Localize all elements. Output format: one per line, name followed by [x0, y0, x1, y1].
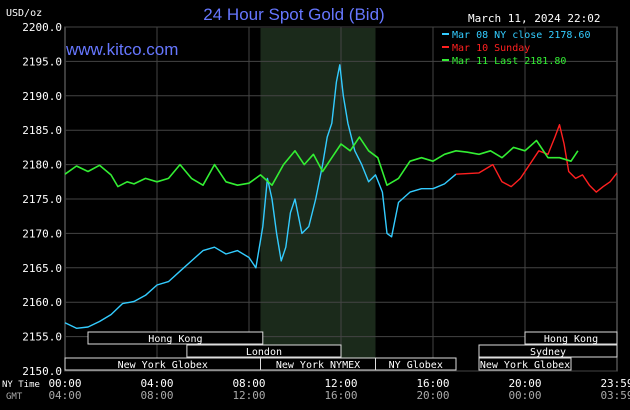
price-series — [64, 64, 618, 329]
y-tick-label: 2190.0 — [22, 90, 62, 103]
unit-label: USD/oz — [6, 8, 42, 19]
market-session-box — [478, 357, 572, 371]
x-tick-label-ny: 12:00 — [324, 377, 357, 390]
y-tick-label: 2185.0 — [22, 124, 62, 137]
site-watermark: www.kitco.com — [65, 40, 178, 59]
y-tick-label: 2195.0 — [22, 55, 62, 68]
grid-lines — [65, 26, 617, 372]
market-session-label: New York NYMEX — [276, 360, 360, 371]
y-tick-label: 2200.0 — [22, 21, 62, 34]
x-tick-label-ny: 23:59 — [600, 377, 630, 390]
series-line-0 — [64, 64, 457, 329]
market-session-label: NY Globex — [389, 360, 443, 371]
y-tick-label: 2150.0 — [22, 365, 62, 378]
market-session-label: Hong Kong — [544, 334, 598, 345]
y-axis-ticks: 2150.0 2155.0 2160.0 2165.0 2170.0 2175.0 2180… — [22, 21, 62, 378]
x-tick-label-gmt: 20:00 — [416, 389, 449, 402]
y-tick-label: 2155.0 — [22, 331, 62, 344]
y-tick-label: 2170.0 — [22, 227, 62, 240]
ny-time-label: NY Time — [2, 380, 40, 390]
market-session-box — [524, 331, 618, 345]
x-tick-label-ny: 20:00 — [508, 377, 541, 390]
x-tick-label-gmt: 04:00 — [48, 389, 81, 402]
chart-date: March 11, 2024 22:02 — [468, 12, 600, 25]
legend-ny-close: Mar 08 NY close 2178.60 — [452, 30, 590, 41]
x-tick-label-gmt: 03:59 — [600, 389, 630, 402]
y-tick-label: 2165.0 — [22, 262, 62, 275]
gmt-label: GMT — [6, 392, 23, 402]
market-session-label: Sydney — [530, 347, 566, 358]
series-line-1 — [455, 123, 618, 193]
x-tick-label-gmt: 12:00 — [232, 389, 265, 402]
chart-title: 24 Hour Spot Gold (Bid) — [203, 5, 384, 24]
y-tick-label: 2160.0 — [22, 296, 62, 309]
x-tick-label-gmt: 00:00 — [508, 389, 541, 402]
market-session-box — [87, 331, 264, 345]
market-session-label: New York Globex — [480, 360, 570, 371]
market-session-box — [478, 344, 618, 358]
market-session-box — [186, 344, 342, 358]
legend-last: Mar 11 Last 2181.80 — [452, 56, 566, 67]
market-sessions: Hong Kong London New York Globex New York N… — [64, 331, 618, 371]
market-session-label: New York Globex — [118, 360, 208, 371]
legend: Mar 08 NY close 2178.60 Mar 10 Sunday Ma… — [442, 30, 590, 67]
x-tick-label-ny: 00:00 — [48, 377, 81, 390]
x-axis-ticks: 00:0004:0004:0008:0008:0012:0012:0016:00… — [48, 377, 630, 402]
x-tick-label-gmt: 16:00 — [324, 389, 357, 402]
y-tick-label: 2180.0 — [22, 159, 62, 172]
market-session-box — [375, 357, 457, 371]
x-tick-label-ny: 08:00 — [232, 377, 265, 390]
market-session-label: London — [246, 347, 282, 358]
market-session-label: Hong Kong — [148, 334, 202, 345]
series-line-2 — [64, 136, 579, 188]
x-tick-label-ny: 04:00 — [140, 377, 173, 390]
y-tick-label: 2175.0 — [22, 193, 62, 206]
x-tick-label-ny: 16:00 — [416, 377, 449, 390]
x-tick-label-gmt: 08:00 — [140, 389, 173, 402]
legend-sunday: Mar 10 Sunday — [452, 43, 530, 54]
